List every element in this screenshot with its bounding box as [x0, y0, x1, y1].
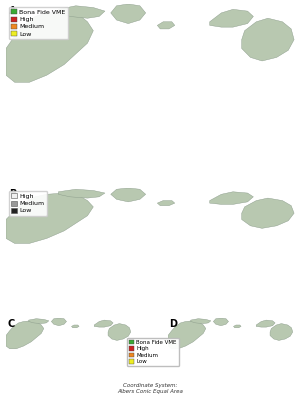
Polygon shape — [6, 321, 44, 349]
Polygon shape — [157, 22, 175, 29]
Polygon shape — [213, 318, 229, 326]
Polygon shape — [71, 325, 79, 328]
Polygon shape — [111, 4, 146, 24]
Polygon shape — [29, 319, 49, 324]
Polygon shape — [191, 319, 211, 324]
Polygon shape — [256, 320, 275, 327]
Polygon shape — [58, 6, 105, 18]
Polygon shape — [270, 324, 293, 340]
Polygon shape — [111, 188, 146, 202]
Polygon shape — [108, 324, 131, 340]
Text: B: B — [9, 189, 16, 199]
Legend: Bona Fide VME, High, Medium, Low: Bona Fide VME, High, Medium, Low — [9, 7, 68, 39]
Polygon shape — [233, 325, 241, 328]
Polygon shape — [6, 193, 93, 244]
Polygon shape — [0, 358, 300, 400]
Polygon shape — [242, 198, 294, 228]
Text: D: D — [169, 319, 177, 329]
Text: Coordinate System:
Albers Conic Equal Area: Coordinate System: Albers Conic Equal Ar… — [117, 383, 183, 394]
Polygon shape — [94, 320, 113, 327]
Text: A: A — [9, 6, 16, 16]
Polygon shape — [58, 189, 105, 198]
Text: C: C — [7, 319, 14, 329]
Polygon shape — [210, 9, 253, 27]
Legend: Bona Fide VME, High, Medium, Low: Bona Fide VME, High, Medium, Low — [127, 338, 179, 366]
Polygon shape — [6, 11, 93, 82]
Polygon shape — [51, 318, 67, 326]
Legend: High, Medium, Low: High, Medium, Low — [9, 191, 47, 216]
Polygon shape — [168, 321, 206, 349]
Polygon shape — [242, 18, 294, 61]
Polygon shape — [210, 192, 253, 204]
Polygon shape — [157, 201, 175, 206]
